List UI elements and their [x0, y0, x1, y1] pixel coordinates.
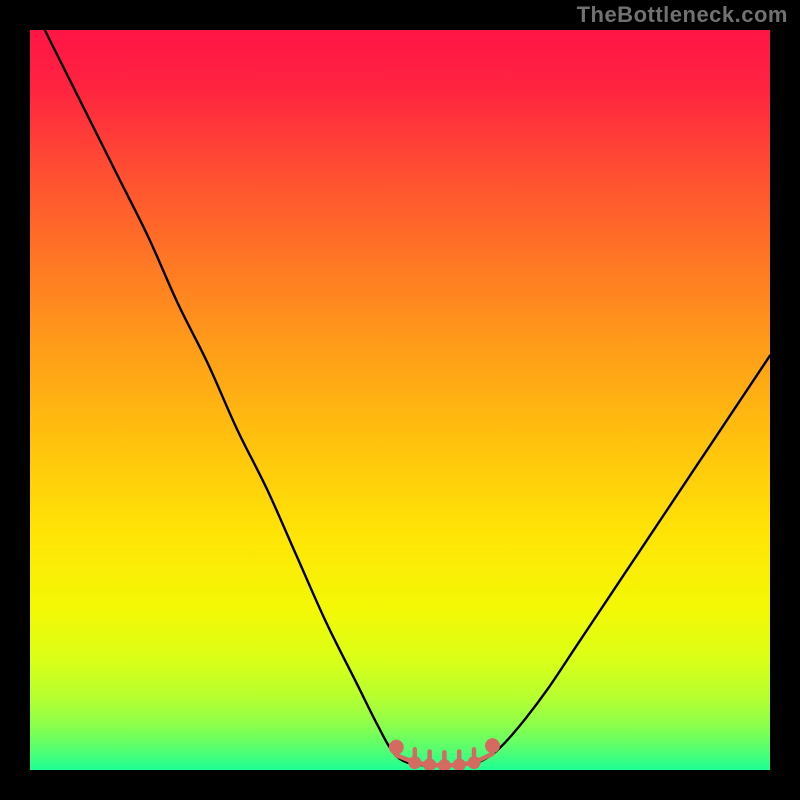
optimal-range-markers — [30, 30, 770, 770]
watermark-text: TheBottleneck.com — [577, 2, 788, 28]
chart-container: TheBottleneck.com — [0, 0, 800, 800]
plot-area — [30, 30, 770, 770]
